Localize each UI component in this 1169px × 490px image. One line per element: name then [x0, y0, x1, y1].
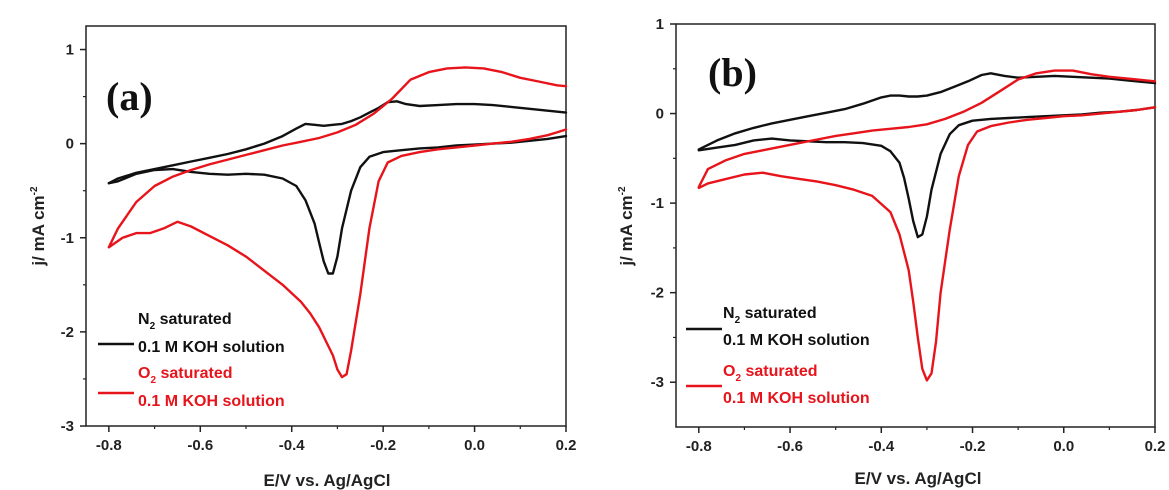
x-axis-title: E/V vs. Ag/AgCl [855, 469, 982, 488]
legend-label-line2: 0.1 M KOH solution [723, 390, 870, 407]
legend-label-line2: 0.1 M KOH solution [138, 393, 285, 410]
y-tick-label: -1 [61, 230, 74, 247]
legend-label-line1: N2 saturated [723, 305, 817, 326]
series-line-o2-2 [697, 69, 1157, 189]
series-line-o2-2 [107, 66, 568, 249]
x-tick-label: -0.8 [96, 437, 122, 454]
chart-panel-b: -0.8 -0.6 -0.4 -0.2 0.0 0.2 1 0 -1 -2 -3 E/V vs. Ag… [617, 16, 1165, 488]
y-tick-label: -3 [61, 418, 74, 435]
series-line-n2-1 [107, 134, 568, 275]
x-tick-label: -0.6 [187, 437, 213, 454]
legend: N2 saturated 0.1 M KOH solution O2 saturat… [686, 305, 870, 407]
y-tick-label: -2 [651, 285, 664, 302]
series-line-n2-0 [107, 100, 568, 185]
panel-label: (b) [708, 50, 757, 95]
legend-label-line2: 0.1 M KOH solution [138, 339, 285, 356]
series-line-o2-3 [697, 106, 1157, 382]
y-tick-label: -2 [61, 324, 74, 341]
panel-label: (a) [106, 74, 153, 119]
x-tick-label: -0.2 [960, 438, 986, 455]
legend-label-line1: O2 saturated [723, 363, 817, 384]
x-axis-title: E/V vs. Ag/AgCl [264, 471, 391, 490]
chart-panel-a: -0.8 -0.6 -0.4 -0.2 0.0 0.2 1 0 -1 -2 -3 E/V vs. Ag… [29, 25, 577, 490]
y-tick-label: 0 [66, 136, 74, 153]
x-tick-label: 0.2 [1145, 438, 1166, 455]
y-tick-label: 1 [66, 42, 74, 59]
series-line-o2-3 [107, 128, 568, 379]
x-tick-label: -0.4 [279, 437, 306, 454]
series-line-n2-0 [697, 72, 1157, 151]
y-axis-title: j/ mA cm-2 [29, 186, 48, 267]
legend-label-line1: N2 saturated [138, 311, 232, 332]
series-line-n2-1 [697, 106, 1157, 239]
x-tick-label: -0.2 [370, 437, 396, 454]
x-tick-label: -0.6 [777, 438, 803, 455]
plot-frame [675, 23, 1156, 428]
legend-label-line2: 0.1 M KOH solution [723, 332, 870, 349]
y-tick-label: 0 [656, 106, 664, 123]
y-tick-label: -3 [651, 374, 664, 391]
x-tick-label: 0.0 [1053, 438, 1074, 455]
x-tick-label: -0.4 [868, 438, 895, 455]
x-tick-label: -0.8 [686, 438, 712, 455]
y-axis-title: j/ mA cm-2 [617, 186, 636, 267]
x-tick-label: 0.2 [556, 437, 577, 454]
legend: N2 saturated 0.1 M KOH solution O2 saturat… [98, 311, 285, 410]
y-tick-label: -1 [651, 195, 664, 212]
x-tick-label: 0.0 [464, 437, 485, 454]
plot-frame [85, 25, 567, 427]
legend-label-line1: O2 saturated [138, 365, 232, 386]
y-tick-label: 1 [656, 16, 664, 33]
